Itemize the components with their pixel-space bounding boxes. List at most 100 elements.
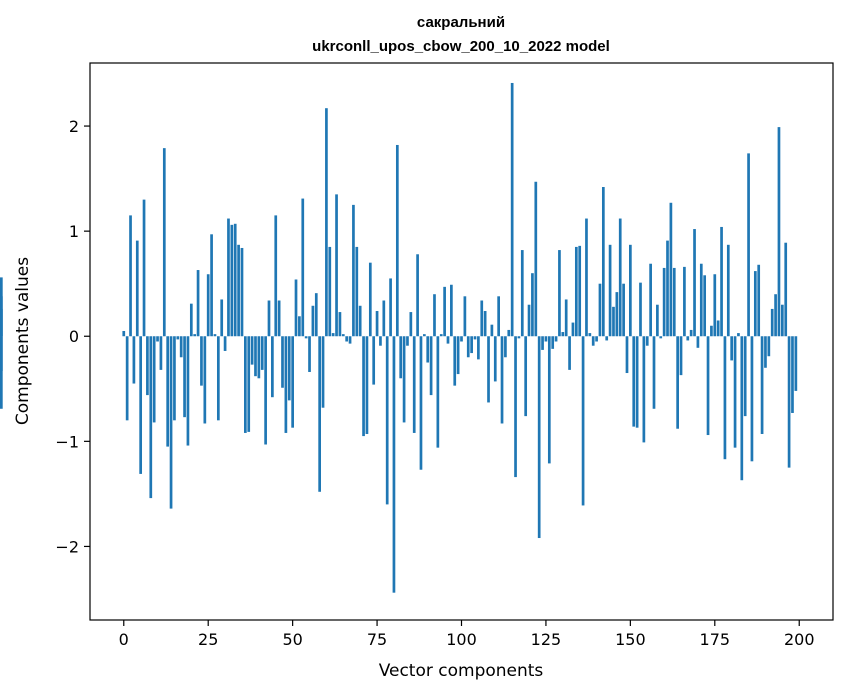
bar <box>426 336 430 363</box>
bar <box>726 244 730 337</box>
bar <box>787 336 791 468</box>
bar <box>720 226 723 337</box>
bar <box>672 267 676 337</box>
bar <box>780 304 784 337</box>
bar <box>470 336 473 354</box>
bar <box>277 300 281 337</box>
bar <box>183 336 186 418</box>
bar <box>146 336 149 396</box>
bar <box>412 336 416 433</box>
bar <box>284 336 288 433</box>
bar <box>176 336 180 340</box>
bar <box>703 275 707 337</box>
bar <box>446 336 450 344</box>
bar <box>635 336 639 428</box>
bar <box>605 336 609 341</box>
bar <box>260 336 264 370</box>
bar <box>686 336 690 341</box>
bar <box>571 322 575 337</box>
bar <box>416 254 419 337</box>
bar <box>777 127 781 337</box>
bar <box>527 304 531 337</box>
bar <box>264 336 267 445</box>
bar <box>537 336 541 539</box>
bar <box>240 247 244 337</box>
bar <box>733 336 737 448</box>
bar <box>335 194 338 337</box>
bar <box>713 274 717 337</box>
bar <box>696 336 700 348</box>
bar <box>608 244 612 337</box>
bar <box>764 336 767 368</box>
bar <box>125 336 129 421</box>
bar <box>206 274 210 337</box>
bar <box>510 82 514 337</box>
bar <box>723 336 727 460</box>
bar <box>220 299 224 337</box>
bar <box>129 215 132 337</box>
bar <box>189 303 193 337</box>
bar <box>152 336 156 423</box>
x-tick-label: 75 <box>367 630 387 649</box>
bar <box>375 311 379 337</box>
bar <box>355 246 359 337</box>
bar <box>612 306 615 337</box>
x-axis-label: Vector components <box>379 661 544 681</box>
bar <box>291 336 294 428</box>
bar <box>301 198 305 337</box>
bar <box>460 336 463 342</box>
bar <box>534 181 538 337</box>
y-tick-label: −1 <box>55 432 79 451</box>
bar <box>341 334 345 337</box>
bar <box>558 250 561 337</box>
bar <box>588 333 592 337</box>
bar <box>760 336 764 434</box>
bar <box>757 264 761 337</box>
bar <box>365 336 369 434</box>
bar <box>132 336 136 384</box>
bar <box>149 336 153 499</box>
bar <box>693 229 696 337</box>
bar <box>473 336 477 340</box>
bar <box>791 336 794 413</box>
bar <box>487 336 490 403</box>
bar <box>794 336 798 391</box>
bar <box>490 324 494 337</box>
bar <box>173 336 176 421</box>
bar <box>514 336 517 478</box>
x-tick-label: 100 <box>446 630 477 649</box>
bar <box>193 334 197 337</box>
bar <box>372 336 376 385</box>
y-tick-label: 2 <box>69 117 79 136</box>
bar <box>250 336 254 365</box>
bar <box>463 296 467 337</box>
bar <box>676 336 679 429</box>
bar <box>737 333 740 337</box>
bar <box>443 286 446 337</box>
bar <box>227 218 230 337</box>
bar <box>750 336 754 462</box>
x-tick-label: 50 <box>282 630 302 649</box>
bar <box>230 224 234 337</box>
bar <box>159 336 163 370</box>
bar <box>740 336 744 481</box>
bar <box>257 336 261 379</box>
bar <box>203 336 207 424</box>
bar <box>554 336 558 342</box>
bar <box>774 294 777 337</box>
bar <box>436 336 440 448</box>
bar <box>294 279 298 337</box>
bar <box>666 240 669 337</box>
bar <box>210 234 213 337</box>
bar <box>368 262 372 337</box>
chart-subtitle: ukrconll_upos_cbow_200_10_2022 model <box>312 38 610 55</box>
bar <box>541 336 544 350</box>
bar <box>652 336 656 409</box>
bar <box>254 336 257 377</box>
bar <box>662 267 666 337</box>
bar <box>308 336 311 372</box>
bar <box>629 244 632 337</box>
bar <box>615 292 619 337</box>
bar <box>561 332 565 337</box>
